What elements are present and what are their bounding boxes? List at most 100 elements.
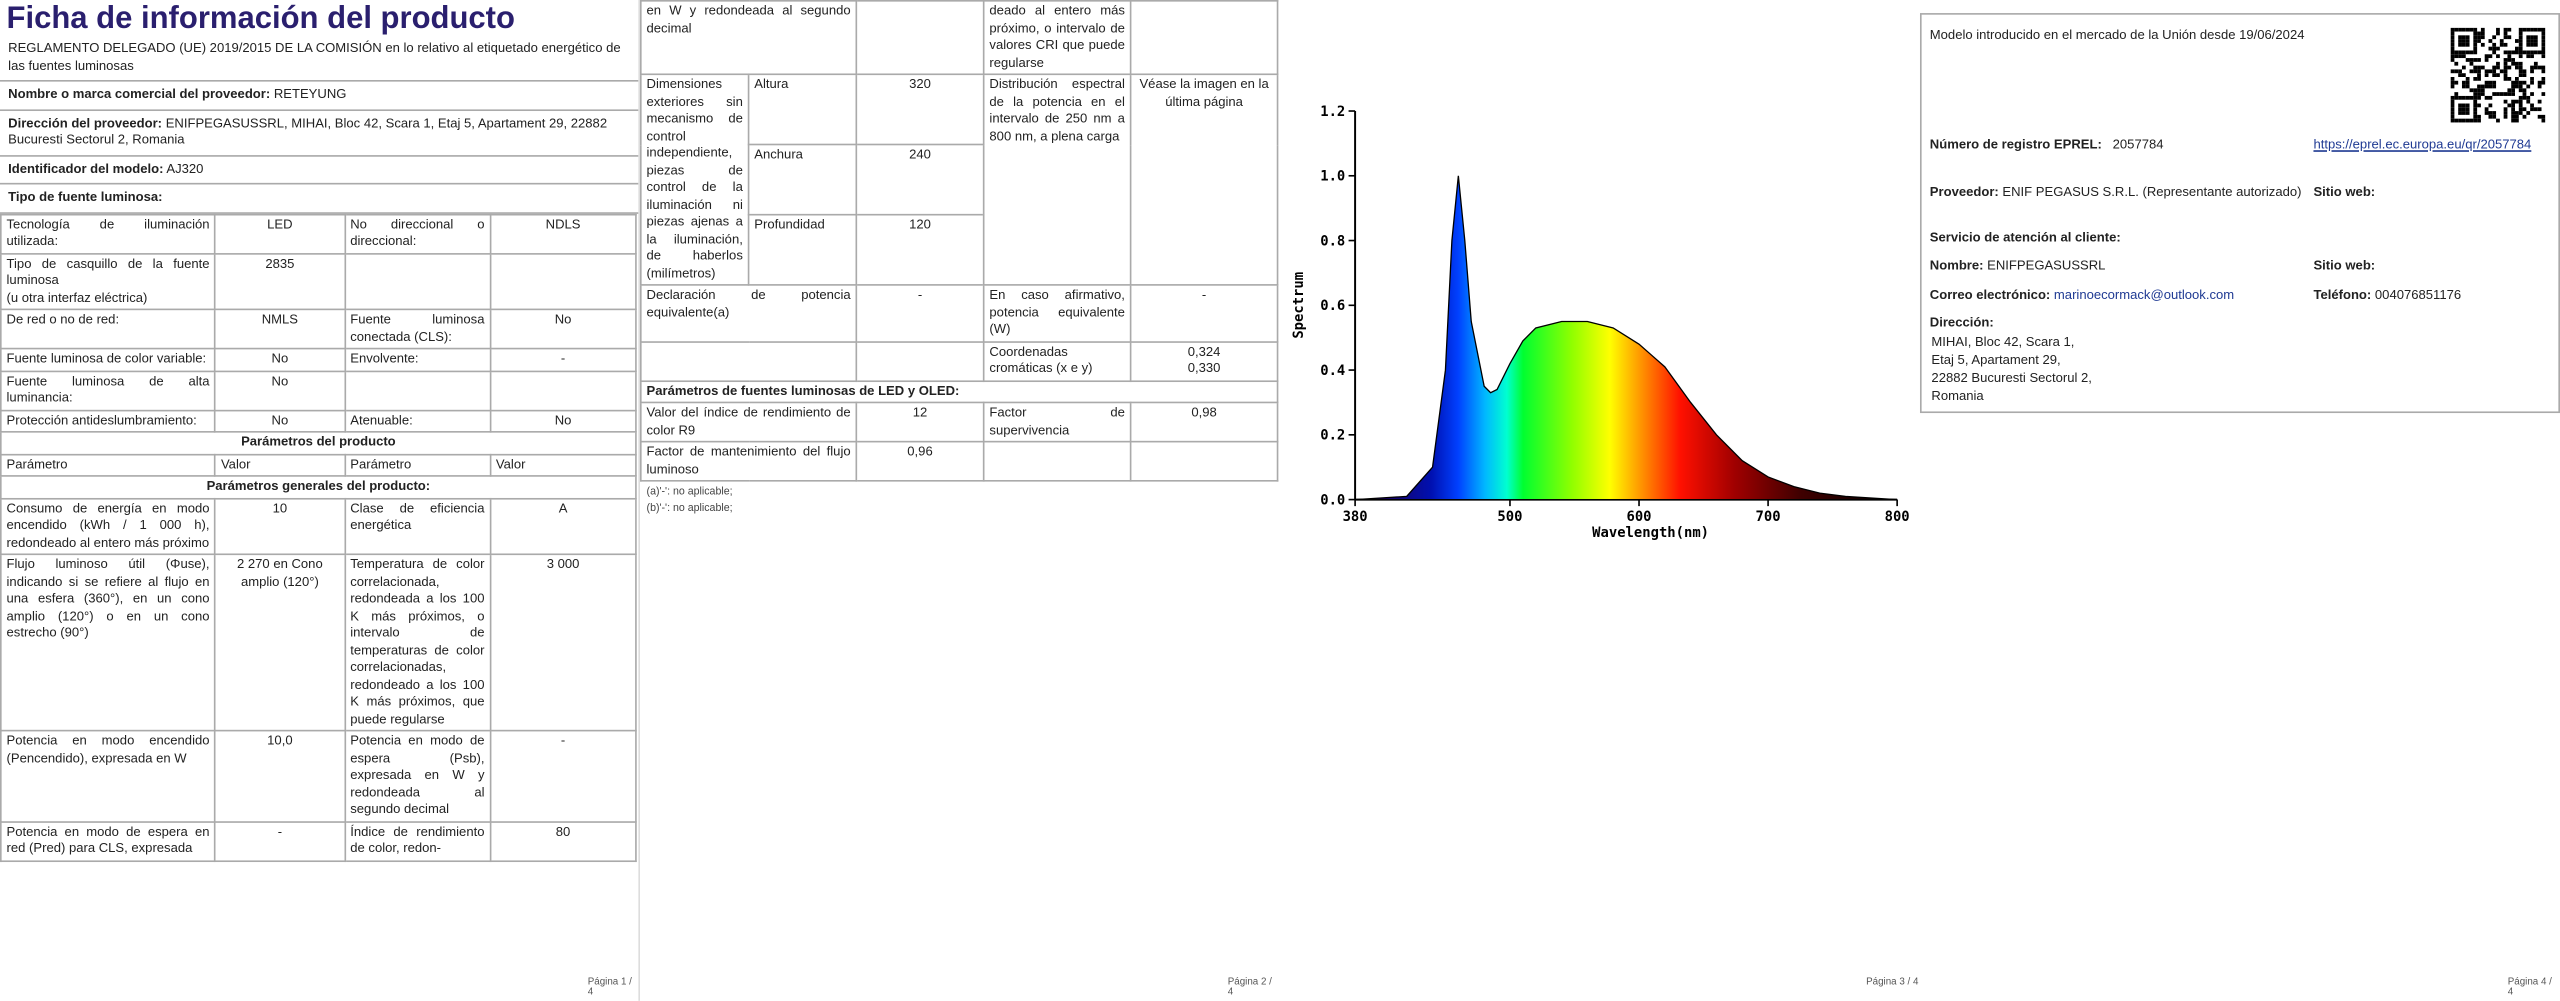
qr-module — [2503, 50, 2508, 55]
table-cell — [343, 369, 492, 411]
qr-module — [2499, 69, 2504, 74]
qr-module — [2477, 39, 2481, 43]
qr-module — [2469, 61, 2474, 66]
table-cell: No — [214, 347, 346, 372]
qr-module — [2496, 27, 2500, 32]
field-value: RETEYUNG — [273, 86, 347, 102]
qr-module — [2514, 111, 2519, 115]
qr-module — [2477, 84, 2481, 89]
qr-module — [2518, 107, 2523, 112]
page-footer: Página 2 / 4 — [1227, 977, 1272, 998]
qr-module — [2518, 50, 2523, 55]
eprel-link[interactable]: https://eprel.ec.europa.eu/qr/2057784 — [2313, 137, 2532, 152]
qr-module — [2511, 84, 2515, 89]
table-cell: Anchura — [747, 143, 858, 216]
qr-module — [2537, 114, 2542, 119]
qr-module — [2522, 69, 2527, 74]
qr-module — [2526, 50, 2531, 55]
qr-module — [2484, 80, 2489, 85]
qr-module — [2499, 42, 2504, 47]
qr-module — [2522, 27, 2527, 32]
qr-module — [2533, 65, 2538, 70]
qr-module — [2469, 58, 2474, 62]
qr-module — [2522, 114, 2527, 119]
qr-module — [2503, 92, 2508, 96]
qr-module — [2473, 76, 2478, 81]
label: Número de registro EPREL: — [1929, 137, 2102, 152]
qr-module — [2514, 118, 2519, 123]
label: Proveedor: — [1929, 184, 1999, 200]
y-axis-label: Spectrum — [1291, 272, 1307, 339]
footnote: (a)'-': no aplicable; — [646, 486, 733, 498]
table-cell: Potencia en modo de espera en red (Pred)… — [0, 820, 217, 862]
qr-module — [2484, 73, 2489, 77]
qr-module — [2503, 58, 2508, 62]
qr-module — [2473, 46, 2478, 51]
table-cell: - — [1129, 284, 1279, 343]
x-tick-label: 700 — [1756, 509, 1781, 525]
label: Teléfono: — [2313, 287, 2372, 303]
qr-module — [2461, 42, 2466, 47]
qr-module — [2458, 118, 2462, 123]
qr-module — [2469, 50, 2474, 55]
qr-module — [2454, 27, 2459, 32]
qr-module — [2522, 88, 2527, 93]
qr-module — [2450, 39, 2455, 43]
table-cell: - — [855, 284, 985, 343]
qr-module — [2511, 50, 2515, 55]
qr-module — [2541, 35, 2546, 40]
qr-module — [2533, 27, 2538, 32]
qr-module — [2537, 107, 2542, 112]
qr-module — [2518, 54, 2523, 59]
page-2: en W y redondeada al segundo decimal dead… — [639, 0, 1280, 1001]
value: ENIF PEGASUS S.R.L. (Representante autor… — [2002, 184, 2302, 200]
table-cell: Temperatura de color correlacionada, red… — [343, 553, 492, 732]
qr-module — [2484, 58, 2489, 62]
qr-module — [2522, 50, 2527, 55]
qr-module — [2503, 27, 2508, 32]
value: 2057784 — [2112, 137, 2164, 152]
table-cell: Atenuable: — [343, 409, 492, 433]
qr-module — [2503, 31, 2508, 36]
qr-module — [2518, 95, 2523, 100]
qr-module — [2477, 88, 2481, 93]
qr-module — [2530, 76, 2534, 81]
qr-module — [2477, 58, 2481, 62]
qr-module — [2507, 65, 2512, 70]
table-cell: No — [214, 369, 346, 411]
qr-module — [2458, 95, 2462, 100]
page-footer: Página 4 / 4 — [2507, 977, 2552, 998]
table-cell: 3 000 — [489, 553, 637, 732]
qr-module — [2511, 107, 2515, 112]
qr-module — [2461, 54, 2466, 59]
table-cell: Potencia en modo de espera (Psb), expres… — [343, 729, 492, 823]
table-cell: LED — [214, 213, 346, 254]
qr-module — [2488, 54, 2493, 59]
qr-module — [2473, 50, 2478, 55]
spectrum-area — [1355, 175, 1898, 501]
qr-module — [2503, 114, 2508, 119]
qr-module — [2503, 35, 2508, 40]
table-cell — [855, 340, 985, 382]
y-tick-label: 0.4 — [1320, 363, 1345, 379]
qr-module — [2507, 88, 2512, 93]
qr-module — [2454, 92, 2459, 96]
qr-module — [2526, 39, 2531, 43]
table-cell: 0,98 — [1129, 401, 1279, 443]
qr-module — [2511, 99, 2515, 104]
qr-module — [2480, 88, 2485, 93]
qr-module — [2496, 31, 2500, 36]
table-row: Coordenadas cromáticas (x e y) 0,324 0,33… — [639, 340, 1279, 382]
email-link[interactable]: marinoecormack@outlook.com — [2053, 287, 2235, 303]
qr-module — [2514, 76, 2519, 81]
qr-module — [2511, 88, 2515, 93]
qr-module — [2488, 111, 2493, 115]
qr-module — [2503, 65, 2508, 70]
table-row: Tipo de casquillo de la fuente luminosa … — [0, 252, 637, 311]
qr-module — [2518, 99, 2523, 104]
qr-module — [2477, 69, 2481, 74]
qr-module — [2465, 27, 2470, 32]
x-tick-label: 800 — [1885, 509, 1910, 525]
table-row: Tecnología de iluminación utilizada: LED N… — [0, 213, 637, 254]
qr-module — [2473, 65, 2478, 70]
